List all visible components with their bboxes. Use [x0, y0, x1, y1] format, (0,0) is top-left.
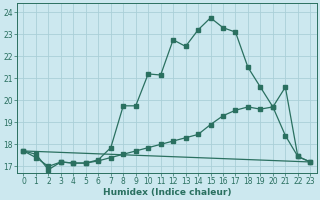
- X-axis label: Humidex (Indice chaleur): Humidex (Indice chaleur): [103, 188, 231, 197]
